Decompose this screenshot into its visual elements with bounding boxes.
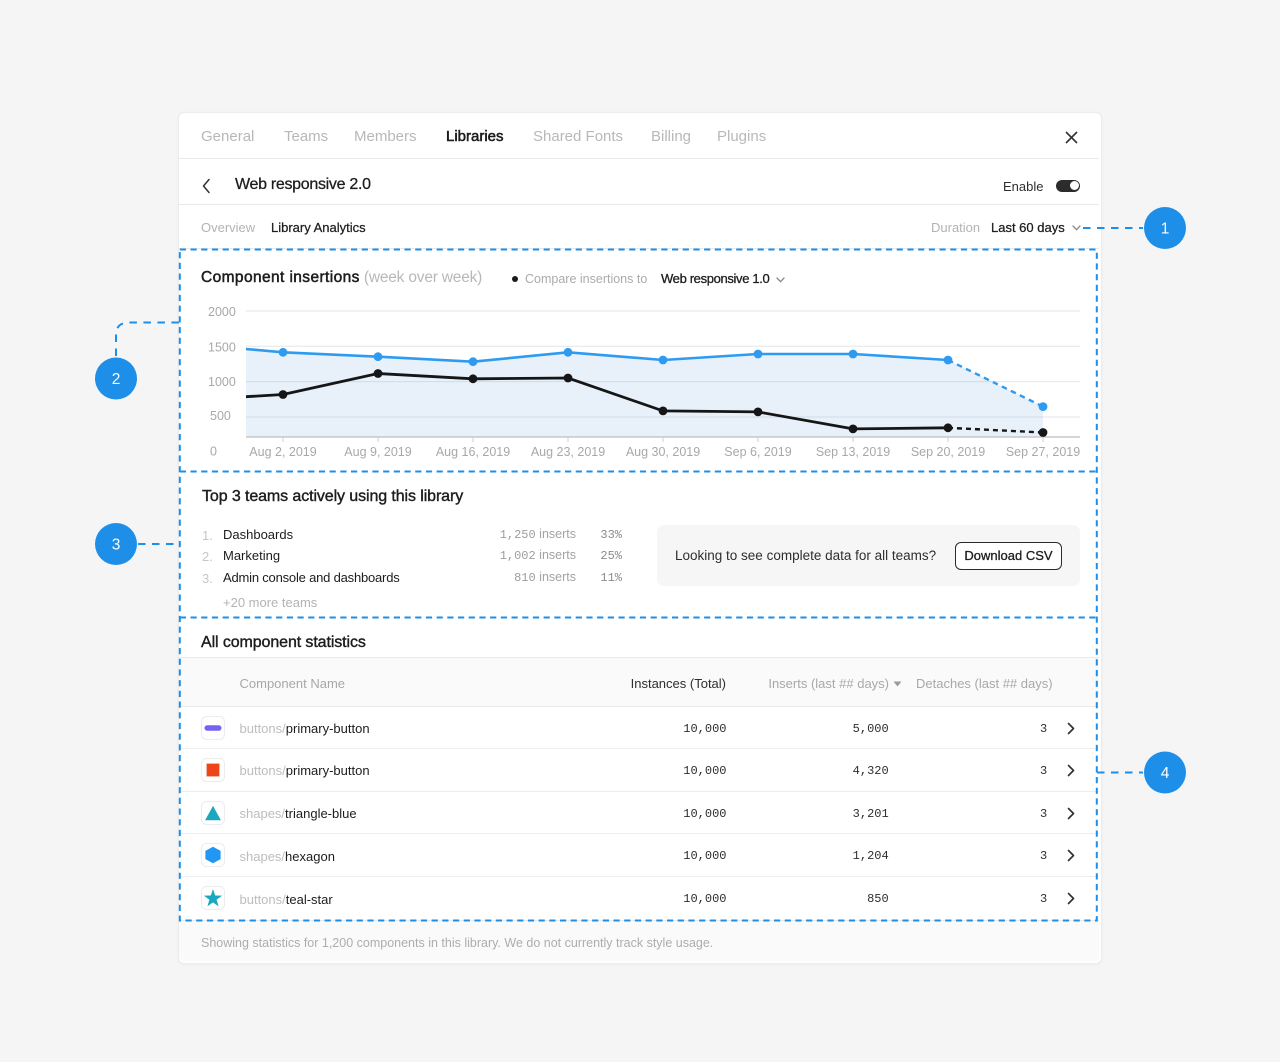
svg-text:2: 2 [112,371,121,388]
svg-text:Sep 20, 2019: Sep 20, 2019 [911,445,985,459]
svg-text:0: 0 [210,445,217,459]
svg-text:Aug 23, 2019: Aug 23, 2019 [531,445,605,459]
svg-text:Sep 6, 2019: Sep 6, 2019 [724,445,791,459]
svg-text:3: 3 [112,537,121,554]
svg-text:Aug 16, 2019: Aug 16, 2019 [436,445,510,459]
svg-text:2000: 2000 [208,305,236,319]
svg-text:Sep 13, 2019: Sep 13, 2019 [816,445,890,459]
svg-text:Sep 27, 2019: Sep 27, 2019 [1006,445,1080,459]
svg-text:1000: 1000 [208,375,236,389]
svg-text:Aug 9, 2019: Aug 9, 2019 [344,445,411,459]
svg-text:1: 1 [1161,221,1170,238]
svg-text:500: 500 [210,409,231,423]
svg-text:1500: 1500 [208,340,236,354]
svg-text:Aug 2, 2019: Aug 2, 2019 [249,445,316,459]
svg-text:Aug 30, 2019: Aug 30, 2019 [626,445,700,459]
svg-text:4: 4 [1161,765,1170,782]
